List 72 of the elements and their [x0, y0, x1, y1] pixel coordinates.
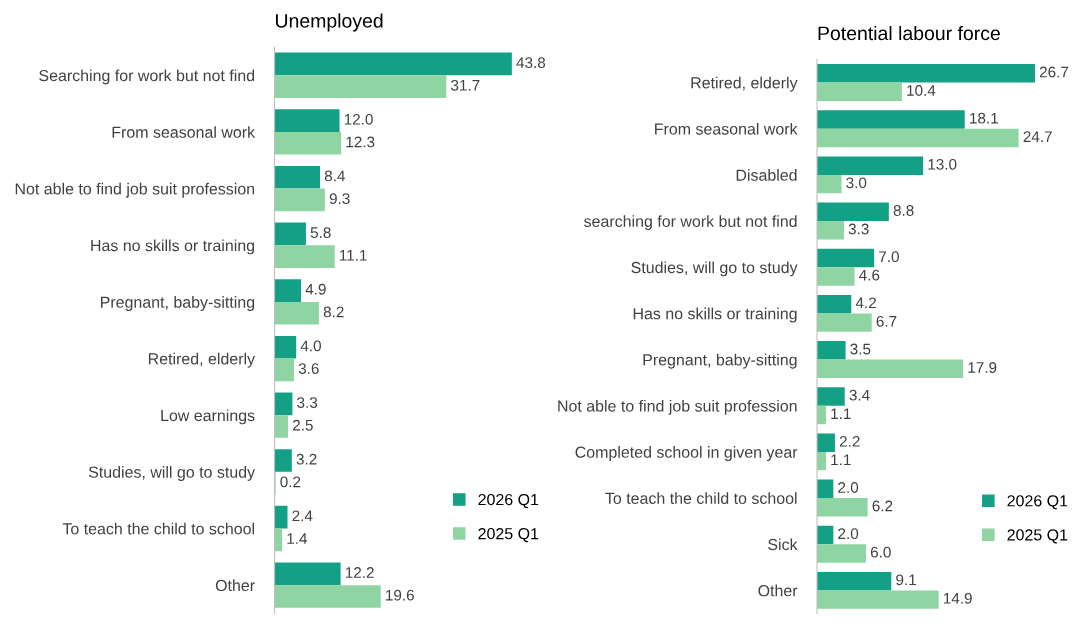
y-tick-label: Completed school in given year — [575, 446, 798, 461]
data-label: 11.1 — [339, 250, 367, 261]
data-label: 8.8 — [893, 205, 914, 216]
y-tick-label: Pregnant, baby-sitting — [101, 296, 255, 311]
y-tick-label: Retired, elderly — [691, 76, 798, 92]
data-label: 43.8 — [516, 57, 546, 69]
data-label: 1.1 — [831, 408, 851, 419]
y-tick-label: Pregnant, baby-sitting — [643, 353, 797, 369]
data-label: 24.7 — [1023, 131, 1052, 142]
y-tick-label: Other — [758, 584, 798, 597]
data-label: 1.1 — [831, 454, 851, 466]
y-tick-label: Retired, elderly — [148, 352, 256, 368]
y-tick-label: To teach the child to school — [62, 522, 255, 535]
chart-title: Potential labour force — [818, 25, 1000, 41]
data-label: 18.1 — [970, 112, 998, 124]
legend-label: 2025 Q1 — [1007, 529, 1068, 544]
legend-label: 2026 Q1 — [1007, 495, 1068, 510]
data-label: 2.0 — [838, 528, 859, 540]
data-label: 5.8 — [310, 227, 331, 239]
data-label: 3.5 — [850, 343, 871, 355]
data-label: 6.7 — [876, 315, 897, 327]
data-label: 4.2 — [855, 297, 876, 309]
data-label: 6.0 — [870, 546, 891, 558]
y-tick-label: Has no skills or training — [633, 307, 797, 323]
chart-title: Unemployed — [276, 13, 383, 32]
data-label: 3.4 — [849, 389, 870, 401]
data-label: 10.4 — [907, 85, 936, 96]
data-label: 6.2 — [872, 500, 893, 512]
data-label: 8.4 — [324, 170, 345, 182]
y-tick-label: Sick — [768, 538, 798, 551]
data-label: 13.0 — [928, 158, 957, 170]
data-label: 2.4 — [292, 510, 313, 522]
data-label: 2.0 — [838, 482, 859, 493]
data-label: 2.2 — [839, 435, 860, 447]
data-label: 12.3 — [346, 136, 375, 148]
data-label: 12.2 — [345, 567, 374, 578]
data-label: 9.1 — [896, 574, 916, 586]
y-tick-label: searching for work but not find — [584, 215, 797, 231]
data-label: 4.6 — [859, 269, 880, 281]
data-label: 3.3 — [848, 223, 869, 235]
data-label: 9.3 — [329, 193, 350, 205]
data-label: 3.0 — [846, 177, 867, 189]
data-label: 31.7 — [451, 79, 480, 91]
data-label: 17.9 — [968, 362, 997, 373]
data-label: 3.6 — [298, 363, 319, 374]
y-tick-label: To teach the child to school — [605, 492, 797, 505]
data-label: 4.0 — [300, 340, 321, 352]
legend-label: 2026 Q1 — [478, 493, 539, 509]
data-label: 3.3 — [297, 397, 318, 408]
y-tick-label: Disabled — [736, 169, 797, 181]
data-label: 4.9 — [305, 283, 326, 295]
data-label: 0.2 — [280, 476, 301, 488]
data-label: 1.4 — [287, 533, 308, 544]
data-label: 26.7 — [1039, 66, 1069, 78]
legend-label: 2025 Q1 — [478, 527, 539, 543]
y-tick-label: From seasonal work — [655, 122, 798, 135]
y-tick-label: Not able to find job suit profession — [558, 399, 797, 415]
data-label: 7.0 — [879, 251, 899, 263]
y-tick-label: Other — [215, 579, 255, 592]
data-label: 12.0 — [344, 113, 373, 125]
y-tick-label: Not able to find job suit profession — [15, 182, 255, 198]
y-tick-label: Studies, will go to study — [631, 261, 798, 277]
data-label: 8.2 — [323, 306, 344, 318]
y-tick-label: Low earnings — [161, 409, 255, 425]
data-label: 14.9 — [943, 592, 972, 604]
data-label: 3.2 — [296, 453, 317, 465]
y-tick-label: From seasonal work — [112, 126, 256, 138]
data-label: 2.5 — [292, 419, 313, 431]
y-tick-label: Studies, will go to study — [88, 466, 256, 481]
y-tick-label: Searching for work but not find — [39, 69, 255, 85]
y-tick-label: Has no skills or training — [91, 239, 255, 255]
data-label: 19.6 — [386, 589, 414, 601]
